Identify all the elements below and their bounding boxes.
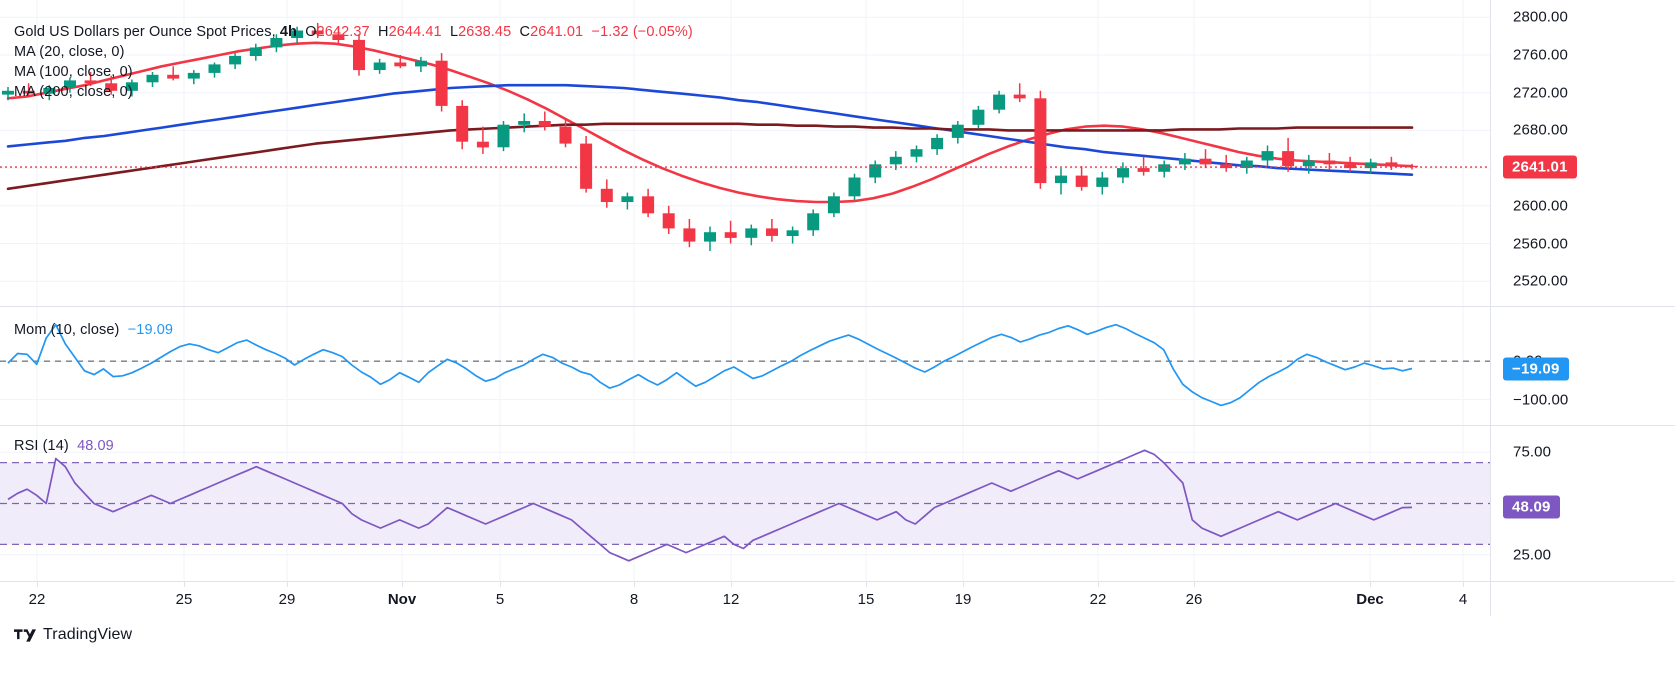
- time-tick-mark: [1194, 582, 1195, 587]
- momentum-pane[interactable]: 0.00−100.00−19.09 Mom (10, close) −19.09: [0, 306, 1675, 425]
- time-axis-label: 8: [629, 591, 639, 608]
- time-tick-mark: [634, 582, 635, 587]
- time-tick-mark: [402, 582, 403, 587]
- price-plot-area[interactable]: [0, 0, 1490, 306]
- price-axis-tick: 2560.00: [1513, 235, 1568, 252]
- rsi-plot-area[interactable]: [0, 426, 1490, 581]
- time-tick-mark: [287, 582, 288, 587]
- footer: TradingView: [0, 616, 1675, 674]
- rsi-axis-tick: 25.00: [1513, 546, 1552, 564]
- time-axis-label: 26: [1185, 591, 1203, 608]
- time-axis-corner: [1490, 582, 1675, 616]
- time-tick-mark: [184, 582, 185, 587]
- rsi-pane[interactable]: 75.00 25.00 48.09 RSI (14) 48.09: [0, 425, 1675, 581]
- tradingview-wordmark: TradingView: [43, 626, 133, 643]
- price-axis-tick: 2760.00: [1513, 46, 1568, 64]
- time-tick-mark: [1098, 582, 1099, 587]
- price-axis-tick: 2520.00: [1513, 272, 1568, 290]
- time-axis-label: 15: [857, 591, 875, 608]
- time-tick-mark: [866, 582, 867, 587]
- time-tick-mark: [37, 582, 38, 587]
- time-axis-labels[interactable]: 22 25 29 Nov 5 8 12 15 19 22 26 Dec 4: [0, 582, 1490, 616]
- momentum-plot-area[interactable]: [0, 307, 1490, 425]
- time-axis-label: 12: [722, 591, 740, 608]
- momentum-value-badge[interactable]: −19.09: [1503, 357, 1569, 380]
- time-tick-mark: [1463, 582, 1464, 587]
- time-axis-label: Nov: [387, 591, 417, 608]
- momentum-axis[interactable]: 0.00−100.00−19.09: [1490, 307, 1675, 425]
- rsi-axis-tick: 75.00: [1513, 443, 1552, 461]
- tradingview-mark-icon: [14, 628, 36, 642]
- current-price-badge[interactable]: 2641.01: [1503, 155, 1577, 179]
- price-axis-tick: 2800.00: [1513, 8, 1568, 26]
- time-axis-label: 22: [1089, 591, 1107, 608]
- time-tick-mark: [963, 582, 964, 587]
- momentum-axis-tick: −100.00: [1513, 391, 1569, 409]
- time-axis-label: 5: [495, 591, 505, 608]
- price-axis-tick: 2680.00: [1513, 121, 1568, 139]
- time-axis-label: Dec: [1356, 591, 1384, 608]
- rsi-axis[interactable]: 75.00 25.00 48.09: [1490, 426, 1675, 581]
- price-axis[interactable]: 2800.00 2760.00 2720.00 2680.00 2600.00 2560.…: [1490, 0, 1675, 306]
- time-axis[interactable]: 22 25 29 Nov 5 8 12 15 19 22 26 Dec 4: [0, 581, 1675, 616]
- time-axis-label: 25: [175, 591, 193, 608]
- time-tick-mark: [500, 582, 501, 587]
- time-axis-label: 19: [954, 591, 972, 608]
- price-axis-tick: 2600.00: [1513, 197, 1568, 215]
- time-axis-label: 4: [1458, 591, 1468, 608]
- rsi-value-badge[interactable]: 48.09: [1503, 495, 1560, 519]
- price-pane[interactable]: 2800.00 2760.00 2720.00 2680.00 2600.00 2560.…: [0, 0, 1675, 306]
- tradingview-logo[interactable]: TradingView: [14, 626, 132, 644]
- time-tick-mark: [731, 582, 732, 587]
- time-axis-label: 29: [278, 591, 296, 608]
- time-axis-label: 22: [28, 591, 46, 608]
- time-tick-mark: [1370, 582, 1371, 587]
- price-axis-tick: 2720.00: [1513, 84, 1568, 102]
